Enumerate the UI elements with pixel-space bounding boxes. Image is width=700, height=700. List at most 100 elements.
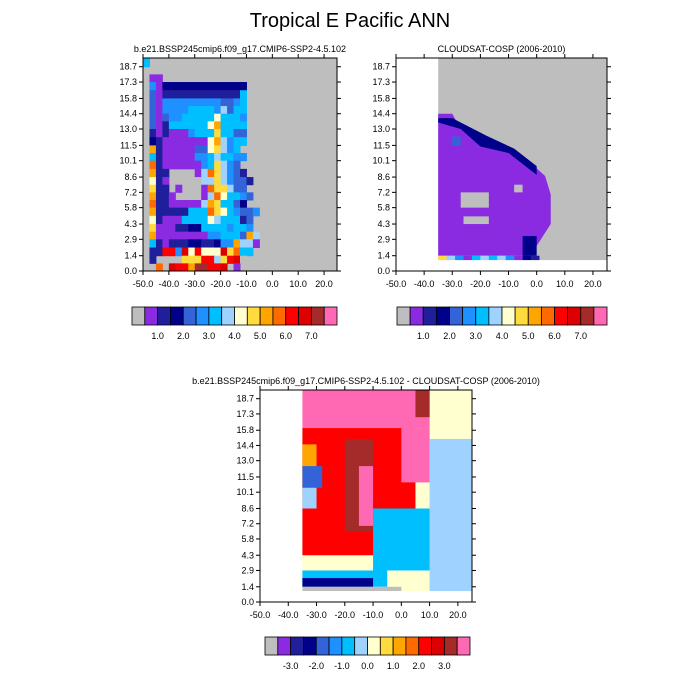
cell (207, 207, 215, 217)
cell (201, 113, 209, 122)
y-tick-label: 4.3 (241, 550, 254, 560)
cell (220, 263, 228, 272)
colorbar-box (131, 306, 146, 326)
cell (201, 215, 209, 225)
colorbar-box (246, 306, 261, 326)
cell (214, 129, 222, 138)
cell (155, 129, 163, 138)
cell (201, 200, 209, 209)
cell (207, 98, 215, 107)
panel-title: CLOUDSAT-COSP (2006-2010) (438, 44, 566, 54)
cell (194, 168, 202, 178)
colorbar: 1.0 2.0 3.0 4.0 5.0 6.0 7.0 (131, 306, 338, 341)
cell (201, 160, 209, 170)
cell (168, 113, 176, 122)
cell (168, 215, 176, 225)
cell (181, 207, 189, 217)
cell (188, 153, 196, 162)
cell (214, 106, 222, 115)
y-tick-label: 14.4 (372, 109, 390, 119)
y-tick-label: 18.7 (119, 62, 137, 72)
cell (201, 145, 209, 154)
cell (214, 224, 222, 233)
cell (207, 153, 215, 162)
cell (227, 82, 235, 91)
cell (214, 145, 222, 154)
cell (155, 168, 163, 178)
cell (240, 224, 247, 233)
cell (201, 207, 209, 217)
cell (233, 192, 241, 201)
cell (149, 215, 157, 225)
cell (155, 215, 163, 225)
panel-title: b.e21.BSSP245cmip6.f09_g17.CMIP6-SSP2-4.… (134, 44, 346, 54)
gray-hole (514, 184, 523, 193)
cell (175, 153, 183, 162)
cell (227, 145, 235, 154)
cell (201, 153, 209, 162)
cell (201, 90, 209, 99)
y-tick-label: 1.4 (241, 582, 254, 592)
colorbar-box (354, 636, 368, 656)
colorbar-label: 2.0 (177, 331, 190, 341)
cell (149, 113, 157, 122)
cell (162, 145, 170, 154)
cell (149, 160, 157, 170)
cell (181, 90, 189, 99)
x-tick-label: -40.0 (159, 279, 180, 289)
cell (240, 82, 247, 91)
x-tick-label: -10.0 (236, 279, 257, 289)
x-tick-label: -30.0 (442, 279, 463, 289)
cell (162, 200, 170, 209)
cell (155, 263, 163, 272)
cell (240, 90, 247, 99)
cell (201, 129, 209, 138)
cell (194, 231, 202, 240)
y-tick-label: 14.4 (236, 440, 254, 450)
colorbar-box (409, 306, 424, 326)
y-tick-label: 7.2 (377, 187, 390, 197)
cell (207, 168, 215, 178)
cell (233, 137, 241, 146)
cell (181, 231, 189, 240)
y-tick-label: 13.0 (372, 124, 390, 134)
cell (246, 207, 254, 217)
colorbar-box (475, 306, 490, 326)
cell (175, 82, 183, 91)
cell (207, 106, 215, 115)
cell (220, 184, 228, 193)
y-tick-label: 17.3 (372, 77, 390, 87)
cell (227, 121, 235, 130)
cell (188, 160, 196, 170)
cell (149, 137, 157, 146)
colorbar-box (315, 636, 330, 656)
cell (162, 247, 170, 257)
blue-region (373, 508, 430, 571)
y-tick-label: 15.8 (372, 93, 390, 103)
cell (233, 153, 241, 162)
cell (514, 255, 523, 261)
gray-hole (460, 192, 489, 208)
cell (168, 247, 176, 257)
cell (233, 263, 241, 272)
cell (188, 129, 196, 138)
cell (181, 247, 189, 257)
colorbar-box (488, 306, 503, 326)
colorbar-box (277, 636, 292, 656)
cell (220, 137, 228, 146)
cell (149, 145, 157, 154)
colorbar-box (392, 636, 407, 656)
cell (149, 106, 157, 115)
cell (252, 231, 260, 240)
cell (227, 160, 235, 170)
y-tick-label: 11.5 (237, 472, 254, 482)
colorbar-box (540, 306, 555, 326)
cell (188, 113, 196, 122)
cell (175, 184, 183, 193)
y-tick-label: 5.8 (241, 534, 254, 544)
colorbar-box (323, 306, 338, 326)
cell (207, 215, 215, 225)
cell (194, 129, 202, 138)
cell (181, 255, 189, 264)
cell (240, 168, 247, 178)
